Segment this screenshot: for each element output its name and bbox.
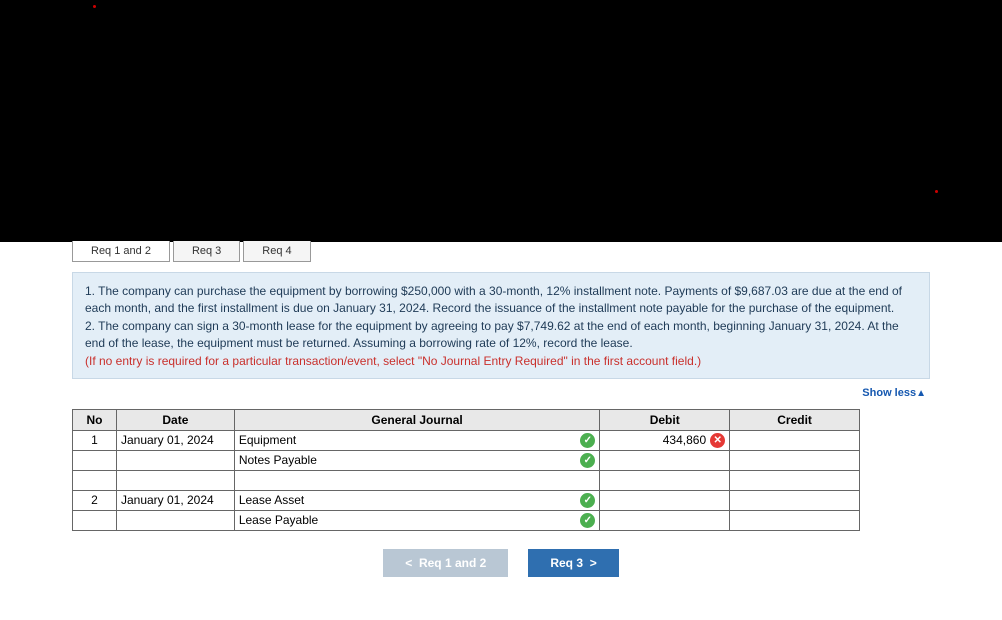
top-black-region bbox=[0, 0, 1002, 242]
table-row bbox=[73, 470, 860, 490]
check-icon: ✓ bbox=[580, 433, 595, 448]
chevron-right-icon: > bbox=[590, 556, 597, 570]
gj-text: Notes Payable bbox=[239, 453, 317, 467]
cell-no[interactable]: 2 bbox=[73, 490, 117, 510]
prev-button[interactable]: < Req 1 and 2 bbox=[383, 549, 508, 577]
cell-no[interactable] bbox=[73, 450, 117, 470]
x-icon: ✕ bbox=[710, 433, 725, 448]
cell-date[interactable]: January 01, 2024 bbox=[116, 430, 234, 450]
cell-credit[interactable] bbox=[730, 450, 860, 470]
check-icon: ✓ bbox=[580, 513, 595, 528]
show-less-label: Show less bbox=[862, 387, 916, 399]
next-label: Req 3 bbox=[550, 556, 583, 570]
cell-debit[interactable] bbox=[600, 490, 730, 510]
cell-date[interactable] bbox=[116, 450, 234, 470]
instruction-note: (If no entry is required for a particula… bbox=[85, 353, 917, 370]
instructions-panel: 1. The company can purchase the equipmen… bbox=[72, 272, 930, 379]
col-header-date: Date bbox=[116, 409, 234, 430]
check-icon: ✓ bbox=[580, 453, 595, 468]
gj-text: Lease Asset bbox=[239, 493, 304, 507]
cell-date[interactable] bbox=[116, 510, 234, 530]
check-icon: ✓ bbox=[580, 493, 595, 508]
table-row: Notes Payable ✓ bbox=[73, 450, 860, 470]
debit-text: 434,860 bbox=[663, 433, 706, 447]
col-header-no: No bbox=[73, 409, 117, 430]
instruction-2: 2. The company can sign a 30-month lease… bbox=[85, 318, 917, 353]
cell-general-journal[interactable]: Notes Payable ✓ bbox=[234, 450, 599, 470]
cell-general-journal[interactable]: Lease Payable ✓ bbox=[234, 510, 599, 530]
col-header-debit: Debit bbox=[600, 409, 730, 430]
cell-no[interactable] bbox=[73, 470, 117, 490]
cell-credit[interactable] bbox=[730, 470, 860, 490]
cell-debit[interactable] bbox=[600, 450, 730, 470]
cell-no[interactable] bbox=[73, 510, 117, 530]
cell-credit[interactable] bbox=[730, 490, 860, 510]
tab-bar: Req 1 and 2 Req 3 Req 4 bbox=[72, 241, 930, 262]
col-header-general-journal: General Journal bbox=[234, 409, 599, 430]
nav-row: < Req 1 and 2 Req 3 > bbox=[72, 549, 930, 577]
next-button[interactable]: Req 3 > bbox=[528, 549, 618, 577]
journal-body: 1January 01, 2024Equipment✓434,860✕Notes… bbox=[73, 430, 860, 530]
instruction-1: 1. The company can purchase the equipmen… bbox=[85, 283, 917, 318]
red-dot-1 bbox=[93, 5, 96, 8]
col-header-credit: Credit bbox=[730, 409, 860, 430]
chevron-up-icon: ▲ bbox=[916, 388, 926, 399]
cell-no[interactable]: 1 bbox=[73, 430, 117, 450]
journal-table: No Date General Journal Debit Credit 1Ja… bbox=[72, 409, 860, 531]
table-row: 1January 01, 2024 Equipment ✓ 434,860 ✕ bbox=[73, 430, 860, 450]
tab-req-4[interactable]: Req 4 bbox=[243, 241, 310, 262]
cell-credit[interactable] bbox=[730, 510, 860, 530]
chevron-left-icon: < bbox=[405, 556, 412, 570]
cell-debit[interactable] bbox=[600, 470, 730, 490]
cell-debit[interactable] bbox=[600, 510, 730, 530]
cell-general-journal[interactable]: Equipment ✓ bbox=[234, 430, 599, 450]
cell-general-journal[interactable] bbox=[234, 470, 599, 490]
gj-text: Equipment bbox=[239, 433, 296, 447]
table-row: Lease Payable ✓ bbox=[73, 510, 860, 530]
prev-label: Req 1 and 2 bbox=[419, 556, 486, 570]
cell-date[interactable] bbox=[116, 470, 234, 490]
cell-date[interactable]: January 01, 2024 bbox=[116, 490, 234, 510]
tab-req-1-2[interactable]: Req 1 and 2 bbox=[72, 241, 170, 262]
show-less-toggle[interactable]: Show less▲ bbox=[72, 379, 930, 409]
cell-general-journal[interactable]: Lease Asset ✓ bbox=[234, 490, 599, 510]
table-row: 2January 01, 2024 Lease Asset ✓ bbox=[73, 490, 860, 510]
gj-text: Lease Payable bbox=[239, 513, 318, 527]
cell-credit[interactable] bbox=[730, 430, 860, 450]
cell-debit[interactable]: 434,860 ✕ bbox=[600, 430, 730, 450]
content-area: Req 1 and 2 Req 3 Req 4 1. The company c… bbox=[0, 241, 1002, 597]
red-dot-2 bbox=[935, 190, 938, 193]
tab-req-3[interactable]: Req 3 bbox=[173, 241, 240, 262]
